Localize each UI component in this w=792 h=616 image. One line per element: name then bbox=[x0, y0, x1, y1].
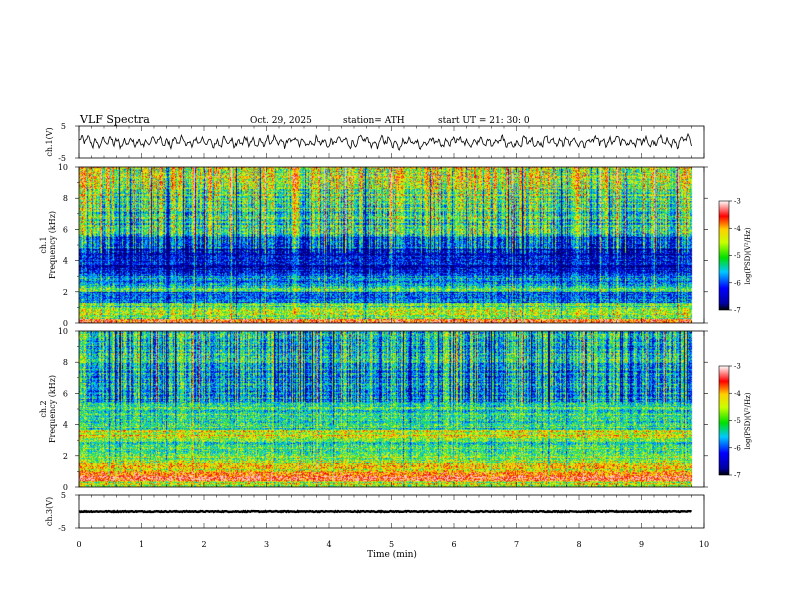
ch2-spectrogram-ytick-label: 0 bbox=[63, 483, 68, 492]
ch2-colorbar-label: log(PSD)(V²/Hz) bbox=[744, 392, 752, 449]
ch3-waveform-trace bbox=[78, 509, 693, 514]
x-tick-label: 8 bbox=[576, 540, 581, 549]
ch3-waveform-ylabel: ch.3(V) bbox=[45, 497, 54, 526]
ch1-spectrogram-ytick-label: 4 bbox=[63, 257, 68, 266]
x-tick-label: 0 bbox=[76, 540, 81, 549]
x-tick-label: 9 bbox=[639, 540, 644, 549]
x-tick-label: 1 bbox=[139, 540, 144, 549]
x-tick-label: 5 bbox=[389, 540, 394, 549]
ch2-spectrogram-ytick-label: 4 bbox=[63, 421, 68, 430]
ch1-spectrogram-image bbox=[79, 167, 693, 323]
ch3-waveform-panel: 5 -5 ch.3(V) bbox=[45, 491, 693, 533]
ch2-colorbar-tick-label: -7 bbox=[734, 472, 741, 480]
ch2-colorbar: -3 -4 -5 -6 -7 log(PSD)(V²/Hz) bbox=[718, 363, 752, 480]
ch2-spectrogram-ylabel-channel: ch.2 bbox=[39, 400, 48, 417]
ch1-spectrogram-ylabel-frequency: Frequency (kHz) bbox=[48, 211, 57, 279]
ch1-spectrogram-ytick-label: 8 bbox=[63, 194, 68, 203]
start-time-label: start UT = 21: 30: 0 bbox=[438, 116, 530, 126]
ch3-waveform-ytick-label: -5 bbox=[58, 524, 66, 533]
ch1-spectrogram-ytick-label: 2 bbox=[63, 288, 68, 297]
ch1-spectrogram-ytick-label: 10 bbox=[58, 163, 68, 172]
ch1-waveform-ylabel: ch.1(V) bbox=[45, 127, 54, 156]
ch1-colorbar-tick-label: -5 bbox=[734, 252, 741, 260]
x-tick-label: 10 bbox=[699, 540, 709, 549]
ch1-waveform-ytick-label: -5 bbox=[58, 154, 66, 163]
ch1-colorbar-tick-label: -6 bbox=[734, 279, 741, 287]
axes-layer: 0 1 2 3 4 5 6 7 8 9 10 bbox=[76, 125, 709, 549]
ch2-spectrogram-image bbox=[79, 331, 693, 487]
ch1-waveform-ytick-label: 5 bbox=[61, 122, 66, 131]
ch3-waveform-ytick-label: 5 bbox=[61, 491, 66, 500]
x-axis-title: Time (min) bbox=[367, 549, 417, 560]
ch2-colorbar-tick-label: -5 bbox=[734, 417, 741, 425]
ch2-spectrogram-ytick-label: 6 bbox=[63, 389, 68, 398]
ch2-spectrogram-ylabel-frequency: Frequency (kHz) bbox=[48, 375, 57, 443]
ch1-colorbar-tick-label: -4 bbox=[734, 225, 741, 233]
ch2-spectrogram-panel: 0 2 4 6 8 10 ch.2 Frequency (kHz) bbox=[39, 327, 708, 492]
x-tick-label: 4 bbox=[326, 540, 331, 549]
ch2-colorbar-tick-label: -3 bbox=[734, 363, 741, 371]
x-tick-label: 2 bbox=[201, 540, 206, 549]
ch1-spectrogram-ytick-label: 6 bbox=[63, 225, 68, 234]
ch1-waveform-trace bbox=[78, 132, 692, 151]
date-label: Oct. 29, 2025 bbox=[250, 116, 312, 126]
x-tick-label: 7 bbox=[514, 540, 519, 549]
ch1-spectrogram-ytick-label: 0 bbox=[63, 319, 68, 328]
ch2-spectrogram-ytick-label: 10 bbox=[58, 327, 68, 336]
ch1-colorbar-tick-label: -7 bbox=[734, 307, 741, 315]
ch2-colorbar-tick-label: -4 bbox=[734, 390, 741, 398]
ch1-colorbar-label: log(PSD)(V²/Hz) bbox=[744, 227, 752, 284]
x-tick-label: 3 bbox=[264, 540, 269, 549]
ch1-colorbar: -3 -4 -5 -6 -7 log(PSD)(V²/Hz) bbox=[718, 198, 752, 315]
ch1-spectrogram-ylabel-channel: ch.1 bbox=[39, 236, 48, 253]
ch2-colorbar-gradient bbox=[718, 365, 730, 476]
figure-title: VLF Spectra bbox=[79, 113, 150, 126]
x-tick-label: 6 bbox=[451, 540, 456, 549]
ch1-spectrogram-panel: 0 2 4 6 8 10 ch.1 Frequency (kHz) bbox=[39, 163, 708, 328]
ch1-colorbar-tick-label: -3 bbox=[734, 198, 741, 206]
ch2-colorbar-tick-label: -6 bbox=[734, 444, 741, 452]
station-label: station= ATH bbox=[343, 116, 405, 126]
ch1-colorbar-gradient bbox=[718, 200, 730, 311]
ch2-spectrogram-ytick-label: 2 bbox=[63, 452, 68, 461]
ch2-spectrogram-ytick-label: 8 bbox=[63, 358, 68, 367]
ch1-waveform-panel: 5 -5 ch.1(V) bbox=[45, 122, 692, 163]
